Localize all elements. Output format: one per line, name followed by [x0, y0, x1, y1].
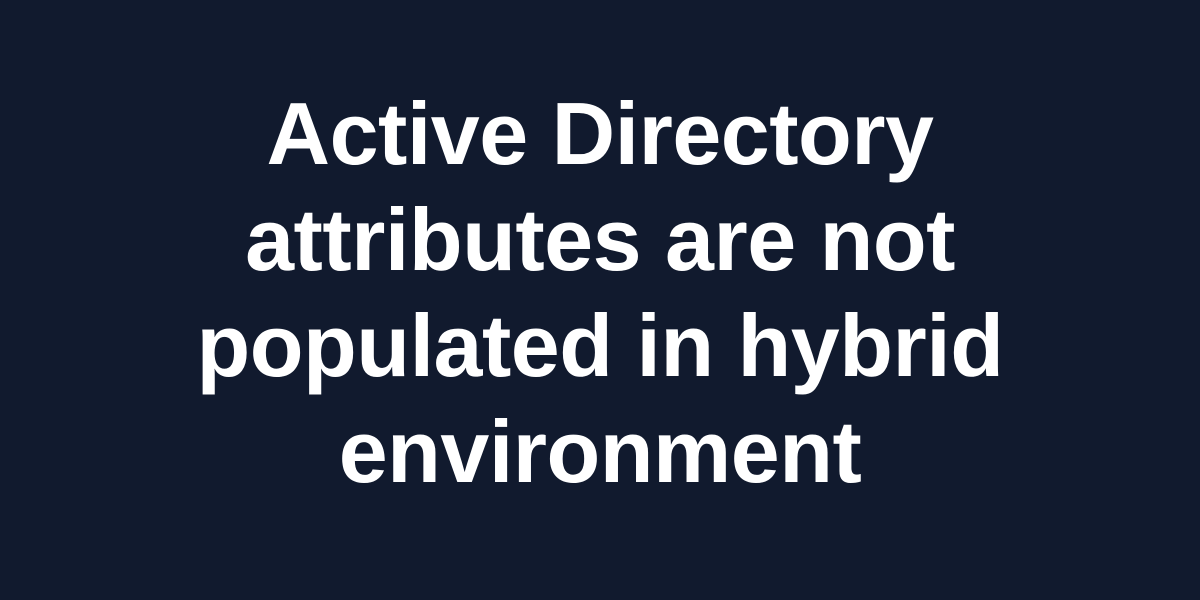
page-title: Active Directory attributes are not popu…	[40, 81, 1160, 505]
title-line-2: attributes are not	[245, 190, 955, 289]
title-line-1: Active Directory	[266, 84, 934, 183]
title-line-3: populated in hybrid	[196, 296, 1004, 395]
title-line-4: environment	[338, 402, 862, 501]
